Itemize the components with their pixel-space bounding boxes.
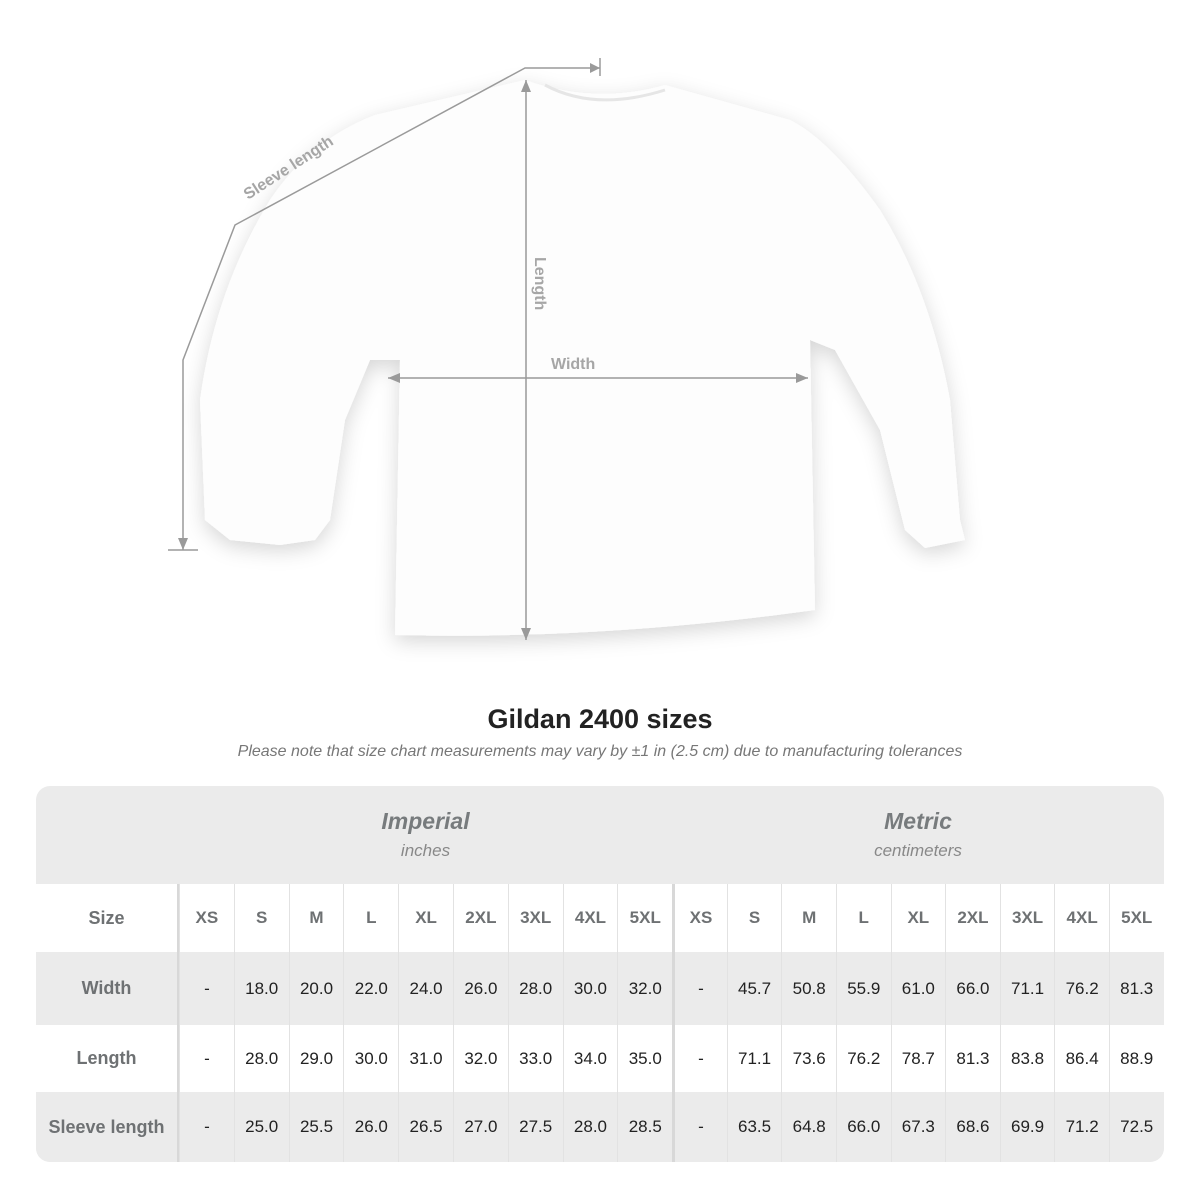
imperial-value: 26.5 (398, 1092, 453, 1162)
metric-value: 64.8 (781, 1092, 836, 1162)
metric-value: 66.0 (835, 1092, 891, 1162)
size-header: S (233, 884, 289, 952)
long-sleeve-shirt (200, 80, 965, 636)
metric-value: 71.2 (1054, 1092, 1109, 1162)
row-label: Size (36, 884, 179, 952)
metric-value: 63.5 (726, 1092, 782, 1162)
metric-value: 76.2 (1054, 952, 1109, 1025)
imperial-value: 26.0 (343, 1092, 398, 1162)
imperial-value: 33.0 (507, 1025, 563, 1092)
shirt-diagram: Sleeve length Length Width (168, 58, 965, 640)
size-header: 4XL (1054, 884, 1109, 952)
imperial-value: 28.5 (617, 1092, 672, 1162)
metric-value: 76.2 (835, 1025, 891, 1092)
size-header: 5XL (1108, 884, 1164, 952)
chart-title: Gildan 2400 sizes (487, 704, 713, 734)
size-header: M (781, 884, 836, 952)
size-header: 3XL (999, 884, 1055, 952)
row-label: Width (36, 952, 179, 1025)
size-header: L (343, 884, 398, 952)
metric-value: - (672, 1025, 727, 1092)
metric-value: 81.3 (1108, 952, 1164, 1025)
imperial-value: 34.0 (562, 1025, 618, 1092)
imperial-value: 22.0 (343, 952, 398, 1025)
metric-value: 66.0 (945, 952, 1000, 1025)
metric-value: - (672, 1092, 727, 1162)
row-label: Length (36, 1025, 179, 1092)
imperial-value: 28.0 (233, 1025, 289, 1092)
length-label: Length (531, 257, 548, 310)
size-header: M (288, 884, 344, 952)
metric-value: 72.5 (1108, 1092, 1164, 1162)
metric-value: 78.7 (890, 1025, 946, 1092)
imperial-value: 28.0 (507, 952, 563, 1025)
imperial-value: 35.0 (617, 1025, 672, 1092)
imperial-value: 31.0 (398, 1025, 453, 1092)
imperial-value: 28.0 (562, 1092, 618, 1162)
imperial-value: 32.0 (617, 952, 672, 1025)
metric-value: 73.6 (781, 1025, 836, 1092)
metric-value: 71.1 (999, 952, 1055, 1025)
imperial-value: - (179, 1025, 234, 1092)
width-label: Width (551, 356, 595, 373)
metric-value: 55.9 (835, 952, 891, 1025)
size-header: 2XL (945, 884, 1000, 952)
metric-value: 81.3 (945, 1025, 1000, 1092)
sleeve-length-line (182, 67, 600, 550)
metric-header: Metric centimeters (874, 808, 962, 860)
metric-value: 88.9 (1108, 1025, 1164, 1092)
imperial-value: - (179, 1092, 234, 1162)
imperial-value: 20.0 (288, 952, 344, 1025)
imperial-header: Imperial inches (381, 808, 470, 860)
metric-value: 86.4 (1054, 1025, 1109, 1092)
imperial-value: - (179, 952, 234, 1025)
metric-value: 68.6 (945, 1092, 1000, 1162)
table-row: Sleeve length -25.0 25.5 26.0 26.5 27.0 27.5 28… (36, 1092, 1164, 1162)
imperial-value: 27.5 (507, 1092, 563, 1162)
size-header: 5XL (617, 884, 672, 952)
imperial-value: 25.5 (288, 1092, 344, 1162)
size-header: S (726, 884, 782, 952)
size-header: XS (672, 884, 727, 952)
imperial-value: 27.0 (452, 1092, 508, 1162)
table-row: Width -18.0 20.0 22.0 24.0 26.0 28.0 30.0 32.0-4… (36, 952, 1164, 1025)
row-label: Sleeve length (36, 1092, 179, 1162)
imperial-value: 25.0 (233, 1092, 289, 1162)
imperial-value: 30.0 (562, 952, 618, 1025)
metric-value: 61.0 (890, 952, 946, 1025)
metric-value: - (672, 952, 727, 1025)
metric-value: 83.8 (999, 1025, 1055, 1092)
size-header: 4XL (562, 884, 618, 952)
size-header: XS (179, 884, 234, 952)
size-header: L (835, 884, 891, 952)
tolerance-note: Please note that size chart measurements… (237, 743, 963, 760)
size-header: XL (890, 884, 946, 952)
metric-value: 69.9 (999, 1092, 1055, 1162)
size-header-row: Size XS S M L XL 2XL 3XL 4XL 5XL XS S M L XL 2XL 3XL 4XL 5… (36, 884, 1164, 952)
metric-value: 67.3 (890, 1092, 946, 1162)
imperial-value: 30.0 (343, 1025, 398, 1092)
imperial-value: 26.0 (452, 952, 508, 1025)
imperial-value: 29.0 (288, 1025, 344, 1092)
table-row: Length -28.0 29.0 30.0 31.0 32.0 33.0 34.0 35.0-… (36, 1025, 1164, 1092)
metric-value: 45.7 (726, 952, 782, 1025)
metric-value: 50.8 (781, 952, 836, 1025)
size-header: XL (398, 884, 453, 952)
imperial-value: 24.0 (398, 952, 453, 1025)
imperial-value: 32.0 (452, 1025, 508, 1092)
size-header: 3XL (507, 884, 563, 952)
size-table: Imperial inches Metric centimeters Size X… (36, 786, 1164, 1162)
imperial-value: 18.0 (233, 952, 289, 1025)
size-header: 2XL (452, 884, 508, 952)
metric-value: 71.1 (726, 1025, 782, 1092)
